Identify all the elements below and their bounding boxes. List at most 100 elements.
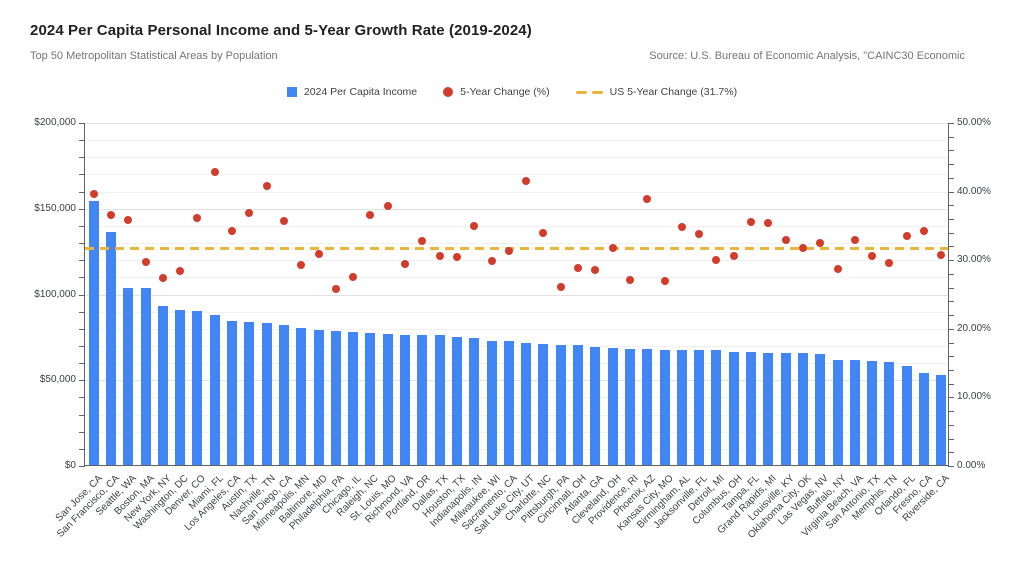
income-bar [348, 331, 359, 465]
left-axis-tick [79, 243, 85, 245]
right-axis-tick [948, 287, 954, 289]
legend-item-growth: 5-Year Change (%) [443, 86, 550, 98]
gridline [85, 243, 948, 245]
right-axis-tick [948, 150, 954, 152]
income-bar [503, 341, 514, 465]
income-bar [434, 334, 445, 465]
right-axis-tick [948, 260, 954, 262]
income-bar [486, 340, 497, 465]
right-axis-tick [948, 369, 954, 371]
growth-dot [124, 215, 133, 224]
gridline [85, 414, 948, 416]
y-axis-label-right: 10.00% [957, 391, 991, 403]
income-bar [521, 343, 532, 465]
growth-dot [608, 243, 617, 252]
chart-subtitle: Top 50 Metropolitan Statistical Areas by… [30, 50, 278, 62]
income-bar [538, 343, 549, 465]
growth-dot [660, 276, 669, 285]
income-bar [175, 310, 186, 465]
y-axis-label-right: 40.00% [957, 185, 991, 197]
growth-dot [193, 213, 202, 222]
right-axis-tick [948, 123, 954, 124]
income-bar [417, 334, 428, 465]
legend-label-us-line: US 5-Year Change (31.7%) [609, 86, 738, 98]
growth-dot [885, 258, 894, 267]
right-axis-tick [948, 301, 954, 303]
y-axis-label-left: $50,000 [39, 374, 76, 386]
income-bar [694, 350, 705, 465]
income-bar [555, 344, 566, 465]
gridline [85, 225, 948, 227]
left-axis-tick [79, 328, 85, 330]
growth-dot [297, 261, 306, 269]
growth-dot [902, 231, 911, 240]
income-bar [711, 350, 722, 465]
income-bar [451, 337, 462, 465]
growth-dot [176, 267, 185, 276]
income-bar [815, 354, 826, 465]
income-bar [763, 352, 774, 465]
gridline [85, 123, 948, 124]
gridline [85, 208, 948, 210]
gridline [85, 140, 948, 142]
y-axis-label-left: $150,000 [34, 202, 76, 214]
growth-dot [504, 247, 513, 256]
growth-dot [539, 229, 548, 238]
growth-dot [158, 274, 167, 283]
left-axis-tick [79, 174, 85, 176]
us-average-line [85, 247, 948, 251]
income-bar [278, 324, 289, 465]
income-bar [382, 333, 393, 465]
income-bar [140, 288, 151, 465]
gridline [85, 174, 948, 176]
legend-label-growth: 5-Year Change (%) [460, 86, 550, 98]
growth-dot [331, 285, 340, 293]
growth-dot [937, 250, 946, 259]
gridline [85, 328, 948, 330]
growth-dot [279, 217, 288, 226]
growth-dot [383, 202, 392, 210]
left-axis-tick [79, 311, 85, 313]
right-axis-tick [948, 315, 954, 317]
gridline [85, 345, 948, 347]
income-bar [400, 334, 411, 465]
income-bar [728, 351, 739, 465]
growth-dot [729, 252, 738, 261]
income-bar [780, 353, 791, 465]
gridline [85, 380, 948, 382]
right-axis-tick [948, 164, 954, 166]
income-bar [676, 349, 687, 465]
income-bar [123, 287, 134, 465]
y-axis-label-left: $200,000 [34, 117, 76, 128]
income-bar [296, 327, 307, 465]
income-bar [157, 306, 168, 465]
left-axis-tick [79, 225, 85, 227]
income-bar [884, 361, 895, 465]
income-bar [797, 353, 808, 465]
gridline [85, 363, 948, 365]
dashed-line-icon [575, 90, 603, 94]
legend-label-income: 2024 Per Capita Income [303, 86, 418, 98]
left-axis-tick [79, 414, 85, 416]
growth-dot [452, 253, 461, 262]
growth-dot [574, 263, 583, 272]
legend-item-us-line: US 5-Year Change (31.7%) [575, 86, 738, 98]
legend: 2024 Per Capita Income 5-Year Change (%)… [0, 86, 1024, 98]
income-bar [867, 360, 878, 465]
left-axis-tick [79, 123, 85, 124]
income-bar [607, 348, 618, 465]
right-axis-tick [948, 424, 954, 426]
income-bar [936, 374, 947, 465]
y-axis-label-left: $0 [64, 460, 76, 471]
right-axis-tick [948, 438, 954, 440]
gridline [85, 448, 948, 450]
income-square-icon [286, 87, 297, 97]
right-axis-tick [948, 219, 954, 221]
growth-dot [401, 260, 410, 269]
gridline [85, 294, 948, 296]
growth-dot [228, 227, 237, 236]
right-axis-tick [948, 342, 954, 344]
income-bar [88, 200, 99, 465]
growth-dot [625, 276, 634, 285]
